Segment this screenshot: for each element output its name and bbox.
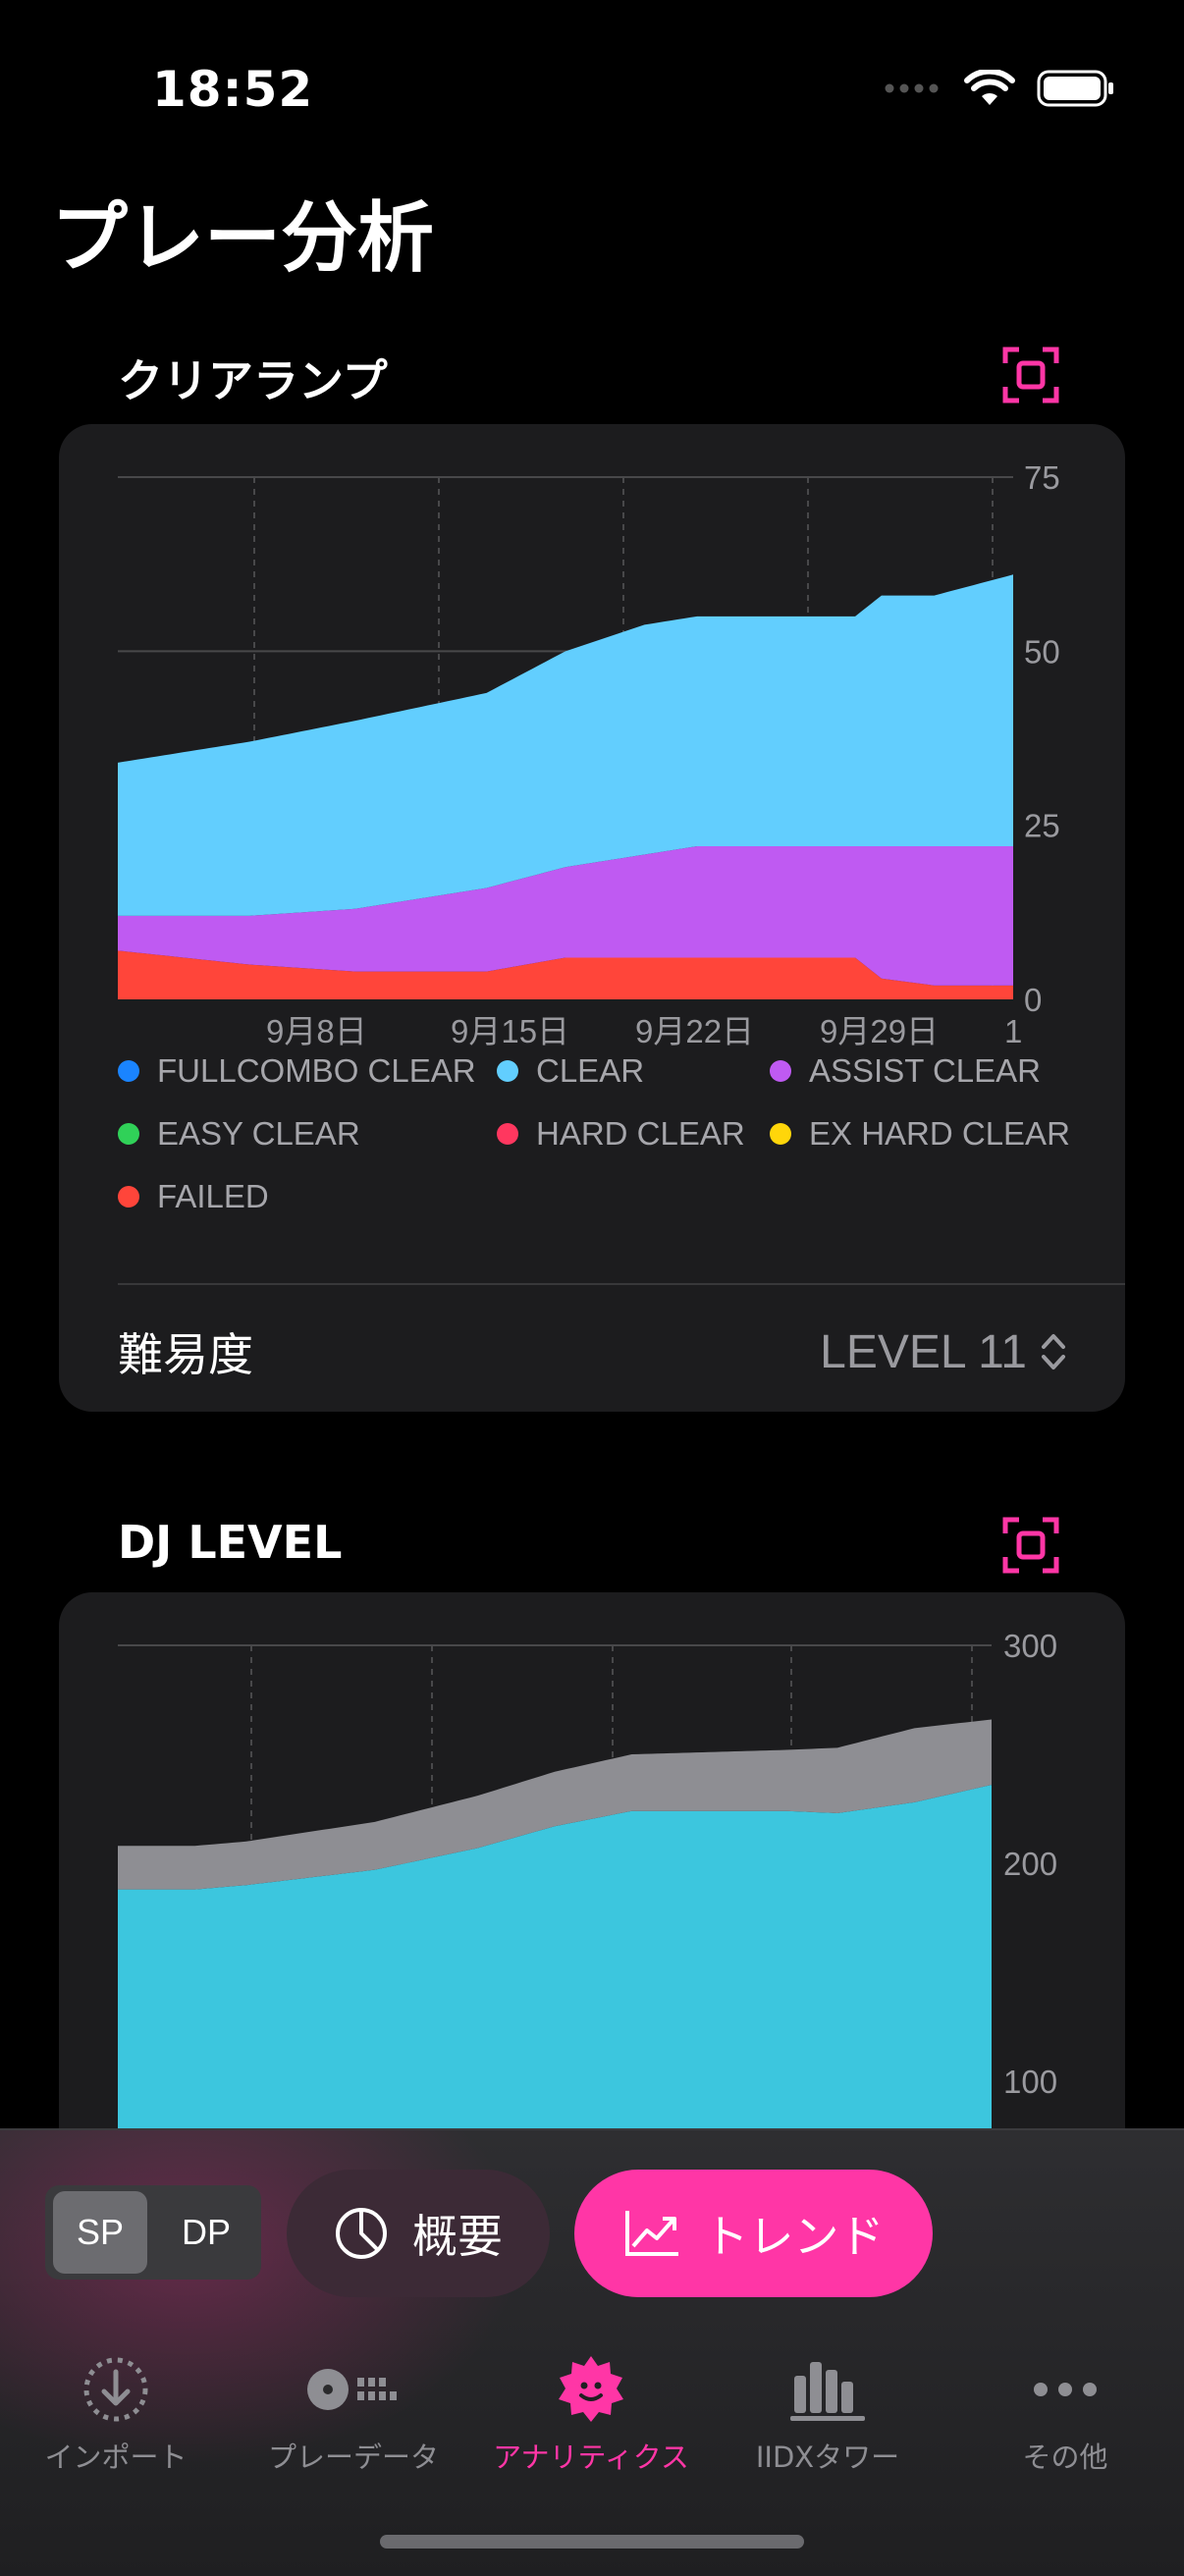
bottom-control-panel: SP DP 概要 トレンド インポート: [0, 2128, 1184, 2576]
wifi-icon: [964, 70, 1015, 105]
y-tick-label: 0: [1024, 982, 1042, 1018]
x-tick-label: 1: [1004, 1013, 1022, 1049]
difficulty-value[interactable]: LEVEL 11: [820, 1325, 1066, 1379]
tab-more[interactable]: その他: [947, 2350, 1183, 2476]
tab-iidx-tower[interactable]: IIDXタワー: [710, 2350, 945, 2476]
tower-icon: [790, 2362, 865, 2421]
legend-item: ASSIST CLEAR: [770, 1052, 1041, 1090]
clear-lamp-chart: 0 25 50 75 9月8日 9月15日 9月22日 9月29日 1: [118, 459, 1060, 1049]
y-tick-label: 75: [1024, 459, 1060, 496]
pie-chart-icon: [336, 2208, 387, 2259]
battery-icon: [1037, 70, 1113, 107]
page-title: プレー分析: [51, 194, 435, 283]
trend-chart-icon: [624, 2211, 678, 2256]
trend-button[interactable]: トレンド: [574, 2170, 933, 2297]
legend-dot: [118, 1060, 139, 1082]
x-tick-label: 9月29日: [820, 1013, 939, 1049]
divider: [118, 1283, 1125, 1285]
series-area: [118, 574, 1013, 916]
legend-dot: [497, 1123, 518, 1145]
tab-label: インポート: [44, 2441, 188, 2474]
tab-analytics[interactable]: アナリティクス: [473, 2350, 709, 2476]
difficulty-label: 難易度: [118, 1328, 253, 1381]
trend-label: トレンド: [703, 2210, 885, 2263]
legend-item: FAILED: [118, 1178, 269, 1215]
dj-level-title: DJ LEVEL: [118, 1516, 343, 1569]
difficulty-picker[interactable]: 難易度 LEVEL 11: [118, 1298, 1066, 1406]
x-tick-label: 9月22日: [635, 1013, 754, 1049]
clear-lamp-title: クリアランプ: [118, 354, 388, 407]
tab-play-data[interactable]: プレーデータ: [236, 2350, 471, 2476]
y-tick-label: 25: [1024, 808, 1060, 844]
legend-item: EX HARD CLEAR: [770, 1115, 1070, 1153]
play-data-icon: [307, 2369, 397, 2410]
overview-label: 概要: [412, 2210, 503, 2263]
focus-frame-icon[interactable]: [1001, 346, 1060, 404]
chevron-up-down-icon: [1042, 1334, 1065, 1369]
x-tick-label: 9月15日: [451, 1013, 569, 1049]
y-tick-label: 300: [1003, 1628, 1057, 1664]
import-icon: [83, 2357, 148, 2422]
legend-item: HARD CLEAR: [497, 1115, 745, 1153]
overview-button[interactable]: 概要: [287, 2170, 550, 2297]
signal-icon: [885, 83, 939, 93]
legend-dot: [118, 1123, 139, 1145]
home-indicator: [380, 2535, 804, 2549]
segment-dp[interactable]: DP: [181, 2212, 231, 2252]
x-tick-label: 9月8日: [266, 1013, 367, 1049]
tab-label: プレーデータ: [267, 2441, 439, 2474]
y-tick-label: 50: [1024, 633, 1060, 670]
legend-item: EASY CLEAR: [118, 1115, 360, 1153]
clear-lamp-card: 0 25 50 75 9月8日 9月15日 9月22日 9月29日 1 FULLCOMBO CL…: [59, 424, 1125, 1412]
status-icons: [884, 69, 1115, 108]
series-area: [118, 845, 1013, 986]
legend-dot: [118, 1186, 139, 1208]
tab-label: IIDXタワー: [755, 2441, 900, 2474]
segment-sp[interactable]: SP: [53, 2191, 147, 2274]
legend-dot: [497, 1060, 518, 1082]
status-time: 18:52: [152, 61, 314, 118]
more-icon: [1034, 2383, 1097, 2396]
tab-import[interactable]: インポート: [0, 2350, 234, 2476]
legend-dot: [770, 1123, 791, 1145]
legend-dot: [770, 1060, 791, 1082]
sp-dp-segmented-control: SP DP: [45, 2185, 261, 2280]
tab-label: その他: [1022, 2441, 1108, 2474]
tab-label: アナリティクス: [493, 2441, 689, 2474]
y-tick-label: 200: [1003, 1846, 1057, 1882]
series-area: [118, 950, 1013, 999]
analytics-icon: [559, 2356, 623, 2422]
series-area: [118, 1719, 992, 1890]
legend-item: FULLCOMBO CLEAR: [118, 1052, 476, 1090]
legend-item: CLEAR: [497, 1052, 644, 1090]
focus-frame-icon[interactable]: [1001, 1516, 1060, 1575]
y-tick-label: 100: [1003, 2064, 1057, 2100]
